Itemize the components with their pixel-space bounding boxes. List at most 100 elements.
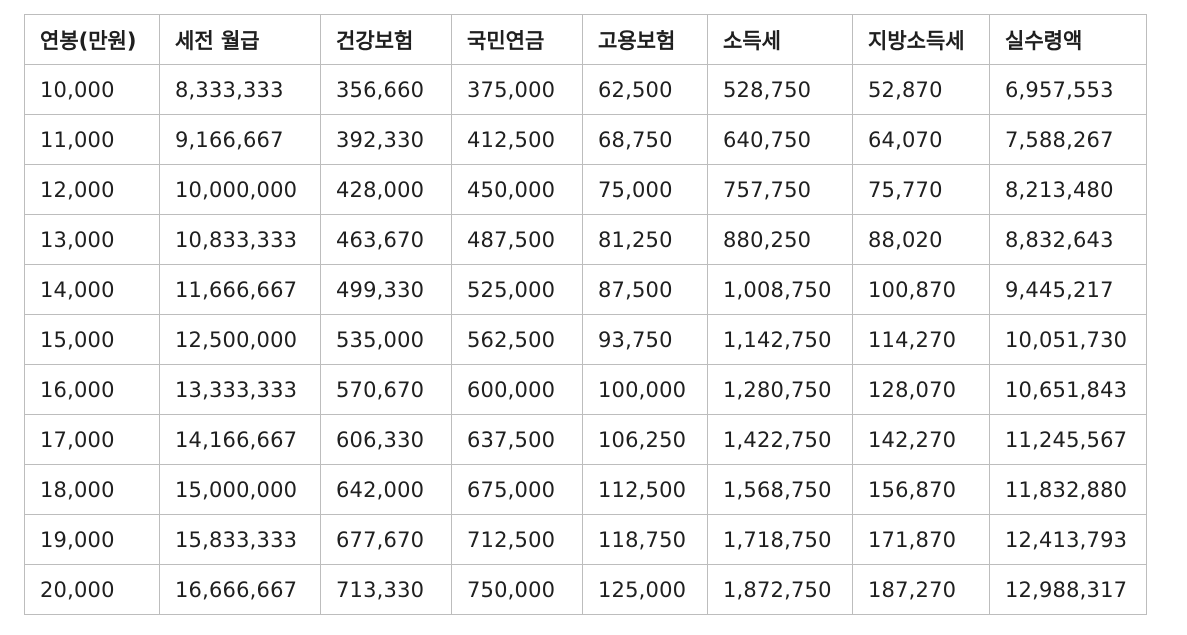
- cell-net-pay: 6,957,553: [989, 64, 1147, 115]
- cell-income-tax: 1,280,750: [707, 364, 853, 415]
- cell-annual-salary: 11,000: [24, 114, 160, 165]
- cell-net-pay: 11,245,567: [989, 414, 1147, 465]
- cell-employment-insurance: 100,000: [582, 364, 708, 415]
- cell-employment-insurance: 112,500: [582, 464, 708, 515]
- cell-employment-insurance: 62,500: [582, 64, 708, 115]
- cell-local-income-tax: 100,870: [852, 264, 990, 315]
- cell-gross-monthly: 16,666,667: [159, 564, 321, 615]
- cell-national-pension: 525,000: [451, 264, 583, 315]
- cell-national-pension: 750,000: [451, 564, 583, 615]
- table-header: 연봉(만원) 세전 월급 건강보험 국민연금 고용보험 소득세 지방소득세 실수…: [24, 14, 1147, 65]
- cell-income-tax: 1,422,750: [707, 414, 853, 465]
- cell-national-pension: 562,500: [451, 314, 583, 365]
- table-row: 10,000 8,333,333 356,660 375,000 62,500 528,7…: [24, 64, 1147, 115]
- cell-income-tax: 528,750: [707, 64, 853, 115]
- cell-gross-monthly: 13,333,333: [159, 364, 321, 415]
- cell-health-insurance: 642,000: [320, 464, 452, 515]
- cell-net-pay: 10,051,730: [989, 314, 1147, 365]
- cell-national-pension: 375,000: [451, 64, 583, 115]
- cell-employment-insurance: 75,000: [582, 164, 708, 215]
- table-row: 13,000 10,833,333 463,670 487,500 81,250 880,…: [24, 214, 1147, 265]
- cell-health-insurance: 606,330: [320, 414, 452, 465]
- cell-annual-salary: 20,000: [24, 564, 160, 615]
- cell-health-insurance: 570,670: [320, 364, 452, 415]
- cell-employment-insurance: 93,750: [582, 314, 708, 365]
- cell-income-tax: 880,250: [707, 214, 853, 265]
- cell-income-tax: 757,750: [707, 164, 853, 215]
- table-row: 16,000 13,333,333 570,670 600,000 100,000 1,2…: [24, 364, 1147, 415]
- header-health-insurance: 건강보험: [320, 14, 452, 65]
- table-row: 18,000 15,000,000 642,000 675,000 112,500 1,5…: [24, 464, 1147, 515]
- cell-local-income-tax: 171,870: [852, 514, 990, 565]
- cell-gross-monthly: 15,833,333: [159, 514, 321, 565]
- cell-gross-monthly: 10,000,000: [159, 164, 321, 215]
- header-national-pension: 국민연금: [451, 14, 583, 65]
- cell-health-insurance: 428,000: [320, 164, 452, 215]
- header-gross-monthly: 세전 월급: [159, 14, 321, 65]
- cell-local-income-tax: 114,270: [852, 314, 990, 365]
- cell-national-pension: 412,500: [451, 114, 583, 165]
- table-row: 15,000 12,500,000 535,000 562,500 93,750 1,14…: [24, 314, 1147, 365]
- cell-annual-salary: 12,000: [24, 164, 160, 215]
- cell-gross-monthly: 11,666,667: [159, 264, 321, 315]
- cell-employment-insurance: 118,750: [582, 514, 708, 565]
- cell-annual-salary: 16,000: [24, 364, 160, 415]
- cell-local-income-tax: 128,070: [852, 364, 990, 415]
- cell-health-insurance: 499,330: [320, 264, 452, 315]
- cell-health-insurance: 392,330: [320, 114, 452, 165]
- cell-health-insurance: 463,670: [320, 214, 452, 265]
- cell-gross-monthly: 12,500,000: [159, 314, 321, 365]
- cell-net-pay: 11,832,880: [989, 464, 1147, 515]
- cell-gross-monthly: 14,166,667: [159, 414, 321, 465]
- cell-local-income-tax: 75,770: [852, 164, 990, 215]
- cell-local-income-tax: 142,270: [852, 414, 990, 465]
- header-local-income-tax: 지방소득세: [852, 14, 990, 65]
- cell-annual-salary: 15,000: [24, 314, 160, 365]
- cell-health-insurance: 356,660: [320, 64, 452, 115]
- cell-gross-monthly: 8,333,333: [159, 64, 321, 115]
- cell-income-tax: 1,008,750: [707, 264, 853, 315]
- cell-health-insurance: 535,000: [320, 314, 452, 365]
- header-net-pay: 실수령액: [989, 14, 1147, 65]
- header-annual-salary: 연봉(만원): [24, 14, 160, 65]
- header-row: 연봉(만원) 세전 월급 건강보험 국민연금 고용보험 소득세 지방소득세 실수…: [24, 14, 1147, 65]
- cell-health-insurance: 713,330: [320, 564, 452, 615]
- cell-health-insurance: 677,670: [320, 514, 452, 565]
- cell-annual-salary: 19,000: [24, 514, 160, 565]
- cell-annual-salary: 13,000: [24, 214, 160, 265]
- cell-gross-monthly: 10,833,333: [159, 214, 321, 265]
- cell-income-tax: 1,718,750: [707, 514, 853, 565]
- cell-annual-salary: 14,000: [24, 264, 160, 315]
- cell-local-income-tax: 156,870: [852, 464, 990, 515]
- table-row: 12,000 10,000,000 428,000 450,000 75,000 757,…: [24, 164, 1147, 215]
- table-row: 11,000 9,166,667 392,330 412,500 68,750 640,7…: [24, 114, 1147, 165]
- cell-net-pay: 7,588,267: [989, 114, 1147, 165]
- cell-income-tax: 1,872,750: [707, 564, 853, 615]
- cell-net-pay: 8,213,480: [989, 164, 1147, 215]
- cell-employment-insurance: 81,250: [582, 214, 708, 265]
- cell-income-tax: 1,568,750: [707, 464, 853, 515]
- cell-employment-insurance: 68,750: [582, 114, 708, 165]
- cell-annual-salary: 18,000: [24, 464, 160, 515]
- cell-annual-salary: 17,000: [24, 414, 160, 465]
- cell-gross-monthly: 15,000,000: [159, 464, 321, 515]
- cell-employment-insurance: 125,000: [582, 564, 708, 615]
- cell-local-income-tax: 52,870: [852, 64, 990, 115]
- table-row: 17,000 14,166,667 606,330 637,500 106,250 1,4…: [24, 414, 1147, 465]
- cell-income-tax: 1,142,750: [707, 314, 853, 365]
- cell-net-pay: 8,832,643: [989, 214, 1147, 265]
- cell-employment-insurance: 106,250: [582, 414, 708, 465]
- cell-local-income-tax: 88,020: [852, 214, 990, 265]
- header-employment-insurance: 고용보험: [582, 14, 708, 65]
- cell-local-income-tax: 187,270: [852, 564, 990, 615]
- header-income-tax: 소득세: [707, 14, 853, 65]
- cell-gross-monthly: 9,166,667: [159, 114, 321, 165]
- cell-annual-salary: 10,000: [24, 64, 160, 115]
- cell-national-pension: 675,000: [451, 464, 583, 515]
- salary-table: 연봉(만원) 세전 월급 건강보험 국민연금 고용보험 소득세 지방소득세 실수…: [24, 14, 1147, 615]
- table-row: 14,000 11,666,667 499,330 525,000 87,500 1,00…: [24, 264, 1147, 315]
- table-row: 20,000 16,666,667 713,330 750,000 125,000 1,8…: [24, 564, 1147, 615]
- cell-national-pension: 450,000: [451, 164, 583, 215]
- cell-net-pay: 12,988,317: [989, 564, 1147, 615]
- cell-national-pension: 487,500: [451, 214, 583, 265]
